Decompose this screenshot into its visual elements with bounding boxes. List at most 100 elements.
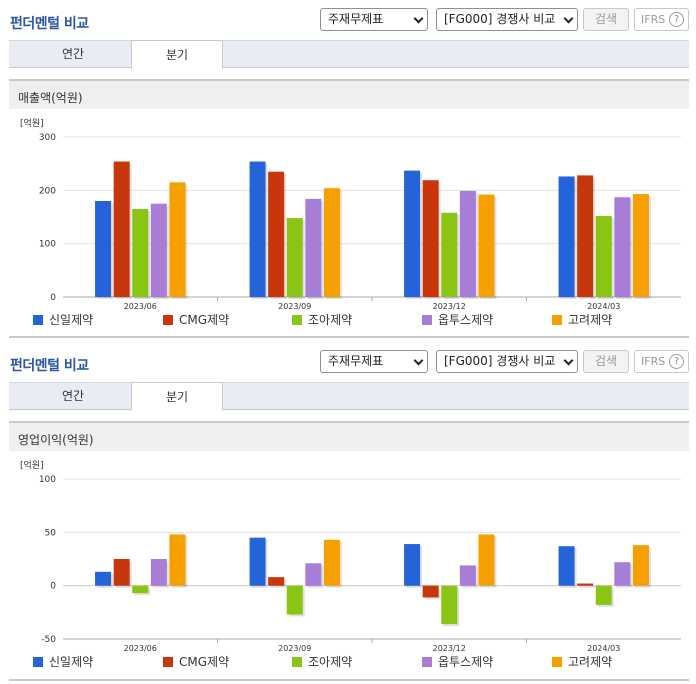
ifrs-button[interactable]: IFRS ? bbox=[634, 350, 689, 373]
bar[interactable] bbox=[323, 188, 340, 297]
statement-select[interactable]: 주재무제표 bbox=[320, 8, 428, 31]
legend-swatch bbox=[33, 657, 43, 667]
search-button[interactable]: 검색 bbox=[583, 350, 629, 373]
x-tick-label: 2024/03 bbox=[587, 644, 620, 653]
tab-annual[interactable]: 연간 bbox=[61, 389, 85, 403]
bar[interactable] bbox=[478, 534, 495, 586]
bar[interactable] bbox=[558, 546, 575, 586]
bar[interactable] bbox=[150, 559, 167, 586]
tab-annual[interactable]: 연간 bbox=[61, 47, 85, 61]
y-tick-label: 200 bbox=[39, 186, 56, 196]
bar[interactable] bbox=[632, 194, 649, 297]
search-button[interactable]: 검색 bbox=[583, 8, 629, 31]
bar[interactable] bbox=[459, 190, 476, 297]
x-tick-label: 2024/03 bbox=[587, 302, 620, 311]
bar[interactable] bbox=[249, 537, 266, 586]
bar[interactable] bbox=[268, 577, 285, 586]
bar[interactable] bbox=[478, 194, 495, 297]
compare-select[interactable]: [FG000] 경쟁사 비교 bbox=[436, 350, 578, 373]
legend-swatch bbox=[552, 657, 562, 667]
legend-swatch bbox=[163, 657, 173, 667]
compare-select[interactable]: [FG000] 경쟁사 비교 bbox=[436, 8, 578, 31]
bar[interactable] bbox=[577, 175, 594, 297]
unit-label: [억원] bbox=[20, 117, 44, 129]
bar[interactable] bbox=[558, 176, 575, 297]
chevron-down-icon bbox=[563, 13, 574, 24]
bar[interactable] bbox=[113, 559, 130, 586]
bar[interactable] bbox=[441, 585, 458, 625]
bar[interactable] bbox=[132, 209, 149, 297]
fundamental-compare-panel: 펀더멘털 비교 주재무제표 [FG000] 경쟁사 비교 검색 IFRS ? 연… bbox=[0, 0, 696, 341]
ifrs-label: IFRS bbox=[641, 13, 666, 26]
y-tick-label: 300 bbox=[39, 133, 56, 143]
bar[interactable] bbox=[404, 170, 421, 297]
bar[interactable] bbox=[95, 201, 112, 297]
legend-label[interactable]: 조아제약 bbox=[308, 312, 352, 327]
bar[interactable] bbox=[614, 562, 631, 586]
legend-label[interactable]: 조아제약 bbox=[308, 654, 352, 669]
bar[interactable] bbox=[323, 539, 340, 586]
section-header: 영업이익(억원) bbox=[9, 421, 689, 451]
statement-select[interactable]: 주재무제표 bbox=[320, 350, 428, 373]
bar[interactable] bbox=[422, 585, 439, 598]
bar[interactable] bbox=[169, 182, 186, 297]
x-tick-label: 2023/12 bbox=[433, 644, 466, 653]
bar[interactable] bbox=[305, 198, 322, 297]
y-tick-label: 0 bbox=[50, 582, 56, 592]
legend-label[interactable]: 옵투스제약 bbox=[438, 654, 493, 669]
help-icon[interactable]: ? bbox=[669, 12, 684, 27]
legend-label[interactable]: CMG제약 bbox=[179, 654, 229, 669]
bar[interactable] bbox=[95, 571, 112, 586]
bar[interactable] bbox=[286, 585, 303, 615]
unit-label: [억원] bbox=[20, 459, 44, 471]
legend-label[interactable]: 고려제약 bbox=[568, 312, 612, 327]
period-tabs: 연간 분기 bbox=[9, 382, 689, 411]
bar[interactable] bbox=[249, 161, 266, 297]
ifrs-button[interactable]: IFRS ? bbox=[634, 8, 689, 31]
revenue-bar-chart: [억원] 0 100 200 300 2023/06 2023/09 2023/12 2024/… bbox=[20, 117, 681, 327]
statement-select-value: 주재무제표 bbox=[328, 12, 384, 26]
bar[interactable] bbox=[632, 545, 649, 586]
panel-header: 펀더멘털 비교 주재무제표 [FG000] 경쟁사 비교 검색 IFRS ? bbox=[0, 342, 696, 380]
bar[interactable] bbox=[577, 583, 594, 586]
bar[interactable] bbox=[595, 215, 612, 297]
x-tick-label: 2023/12 bbox=[433, 302, 466, 311]
bar[interactable] bbox=[150, 203, 167, 297]
compare-select-value: [FG000] 경쟁사 비교 bbox=[444, 12, 556, 26]
bar[interactable] bbox=[459, 565, 476, 586]
bar[interactable] bbox=[614, 197, 631, 297]
operating-profit-bar-chart: [억원] -50 0 50 100 2023/06 2023/09 2023/12 2024/0… bbox=[20, 459, 681, 669]
legend-label[interactable]: 옵투스제약 bbox=[438, 312, 493, 327]
legend-label[interactable]: 신일제약 bbox=[49, 312, 93, 327]
bar[interactable] bbox=[305, 563, 322, 586]
legend-label[interactable]: 신일제약 bbox=[49, 654, 93, 669]
legend-swatch bbox=[163, 315, 173, 325]
bar[interactable] bbox=[595, 585, 612, 605]
tab-quarterly[interactable]: 분기 bbox=[131, 382, 223, 411]
statement-select-value: 주재무제표 bbox=[328, 354, 384, 368]
chevron-down-icon bbox=[563, 355, 574, 366]
bar[interactable] bbox=[422, 180, 439, 297]
bar[interactable] bbox=[286, 218, 303, 297]
x-tick-label: 2023/06 bbox=[124, 302, 157, 311]
bar[interactable] bbox=[268, 171, 285, 297]
legend-label[interactable]: CMG제약 bbox=[179, 312, 229, 327]
section-header: 매출액(억원) bbox=[9, 79, 689, 109]
chevron-down-icon bbox=[413, 355, 424, 366]
help-icon[interactable]: ? bbox=[669, 354, 684, 369]
y-tick-label: 50 bbox=[45, 528, 57, 538]
legend-swatch bbox=[292, 315, 302, 325]
bar[interactable] bbox=[404, 544, 421, 586]
divider bbox=[9, 336, 689, 338]
bar[interactable] bbox=[169, 534, 186, 586]
x-tick-label: 2023/06 bbox=[124, 644, 157, 653]
bar[interactable] bbox=[113, 161, 130, 297]
legend-label[interactable]: 고려제약 bbox=[568, 654, 612, 669]
bar-shadow bbox=[579, 585, 596, 588]
period-tabs: 연간 분기 bbox=[9, 40, 689, 69]
y-tick-label: -50 bbox=[41, 635, 56, 645]
bar[interactable] bbox=[441, 212, 458, 297]
tab-quarterly[interactable]: 분기 bbox=[131, 40, 223, 69]
legend-swatch bbox=[33, 315, 43, 325]
bar[interactable] bbox=[132, 585, 149, 594]
